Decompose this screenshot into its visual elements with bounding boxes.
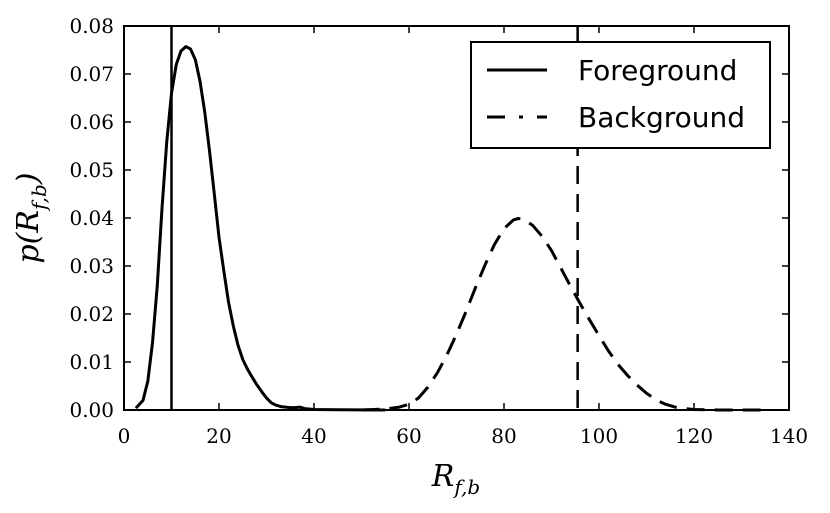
x-tick-label: 120 <box>675 424 713 448</box>
y-tick-label: 0.06 <box>69 110 114 134</box>
x-tick-label: 100 <box>580 424 618 448</box>
y-tick-label: 0.02 <box>69 302 114 326</box>
legend-box <box>470 41 771 149</box>
series-lines <box>134 45 766 412</box>
legend-foreground-label: Foreground <box>578 54 737 87</box>
x-tick-label: 40 <box>301 424 326 448</box>
y-tick-label: 0.07 <box>69 62 114 86</box>
y-tick-label: 0.01 <box>69 350 114 374</box>
x-tick-label: 80 <box>491 424 516 448</box>
legend-background-label: Background <box>578 101 745 134</box>
x-tick-label: 0 <box>118 424 131 448</box>
y-tick-label: 0.03 <box>69 254 114 278</box>
y-tick-label: 0.04 <box>69 206 114 230</box>
y-axis-label: p(Rf,b) <box>11 172 51 263</box>
x-axis-ticks: 0 20 40 60 80 100 120 140 <box>118 26 808 448</box>
x-tick-label: 20 <box>206 424 231 448</box>
x-axis-label: Rf,b <box>431 459 480 499</box>
y-tick-label: 0.05 <box>69 158 114 182</box>
legend: Foreground Background <box>470 41 771 149</box>
series-background <box>361 217 766 412</box>
x-tick-label: 140 <box>770 424 808 448</box>
y-tick-label: 0.00 <box>69 398 114 422</box>
series-foreground <box>134 45 386 412</box>
x-tick-label: 60 <box>396 424 421 448</box>
y-axis-ticks: 0.00 0.01 0.02 0.03 0.04 0.05 0.06 0.07 0.08 <box>69 14 789 422</box>
y-tick-label: 0.08 <box>69 14 114 38</box>
